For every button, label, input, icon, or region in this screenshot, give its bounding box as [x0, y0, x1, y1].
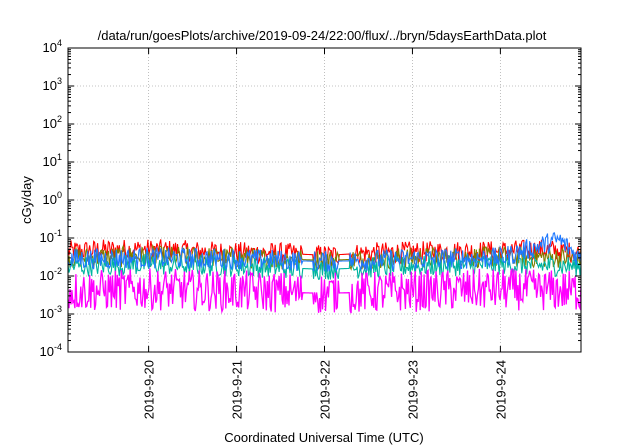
y-tick-label: 103 — [43, 76, 62, 93]
y-tick-label: 10-4 — [40, 342, 62, 359]
series-line — [68, 267, 581, 315]
x-tick-label: 2019-9-21 — [230, 360, 245, 419]
y-tick-label: 104 — [43, 38, 62, 55]
y-tick-label: 101 — [43, 152, 62, 169]
x-tick-label: 2019-9-23 — [405, 360, 420, 419]
y-tick-label: 100 — [43, 190, 62, 207]
y-tick-label: 10-2 — [40, 266, 62, 283]
y-axis: 10-4 10-3 10-2 10-1 100 101 102 103 104 — [40, 38, 581, 359]
x-tick-label: 2019-9-24 — [493, 360, 508, 419]
y-tick-label: 10-3 — [40, 304, 62, 321]
y-axis-label: cGy/day — [19, 176, 34, 224]
y-tick-label: 102 — [43, 114, 62, 131]
x-tick-label: 2019-9-22 — [318, 360, 333, 419]
chart-title: /data/run/goesPlots/archive/2019-09-24/2… — [98, 28, 547, 43]
x-tick-label: 2019-9-20 — [142, 360, 157, 419]
x-axis: 2019-9-20 2019-9-21 2019-9-22 2019-9-23 2019… — [142, 48, 508, 419]
x-axis-label: Coordinated Universal Time (UTC) — [224, 430, 423, 445]
y-tick-label: 10-1 — [40, 228, 62, 245]
series-line — [68, 232, 581, 273]
series-layer — [68, 232, 581, 315]
